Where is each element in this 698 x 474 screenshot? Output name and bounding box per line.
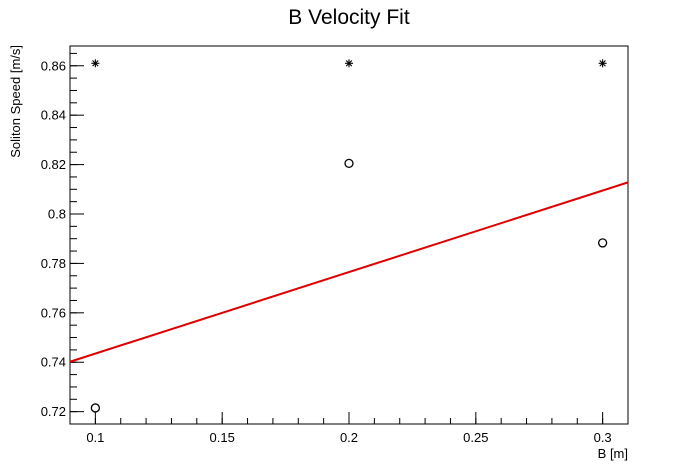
- measured-point: [90, 403, 101, 413]
- y-axis: 0.72 0.74 0.76 0.78 0.8 0.82 0.84 0.86: [41, 52, 84, 425]
- x-axis-label: B [m]: [598, 446, 628, 461]
- star-point: [598, 59, 607, 68]
- chart-title: B Velocity Fit: [288, 6, 410, 29]
- fit-line: [69, 181, 629, 363]
- y-axis-label: Soliton Speed [m/s]: [8, 45, 23, 158]
- x-axis: 0.1 0.15 0.2 0.25 0.3: [69, 412, 629, 445]
- y-tick-label: 0.74: [41, 355, 66, 370]
- y-tick-label: 0.78: [41, 256, 66, 271]
- y-tick-label: 0.72: [41, 404, 66, 419]
- star-point: [91, 59, 100, 68]
- y-tick-label: 0.86: [41, 58, 66, 73]
- star-point: [345, 59, 353, 68]
- y-tick-label: 0.82: [41, 157, 66, 172]
- x-tick-label: 0.25: [463, 430, 488, 445]
- x-tick-label: 0.1: [86, 430, 104, 445]
- y-tick-label: 0.8: [48, 207, 66, 222]
- x-tick-label: 0.2: [340, 430, 358, 445]
- y-tick-label: 0.84: [41, 108, 66, 123]
- measured-point: [344, 158, 354, 169]
- series-layer: [69, 59, 629, 413]
- measured-point: [597, 238, 608, 248]
- x-tick-label: 0.3: [594, 430, 612, 445]
- plot-frame: [69, 45, 629, 425]
- x-tick-label: 0.15: [210, 430, 235, 445]
- y-tick-label: 0.76: [41, 305, 66, 320]
